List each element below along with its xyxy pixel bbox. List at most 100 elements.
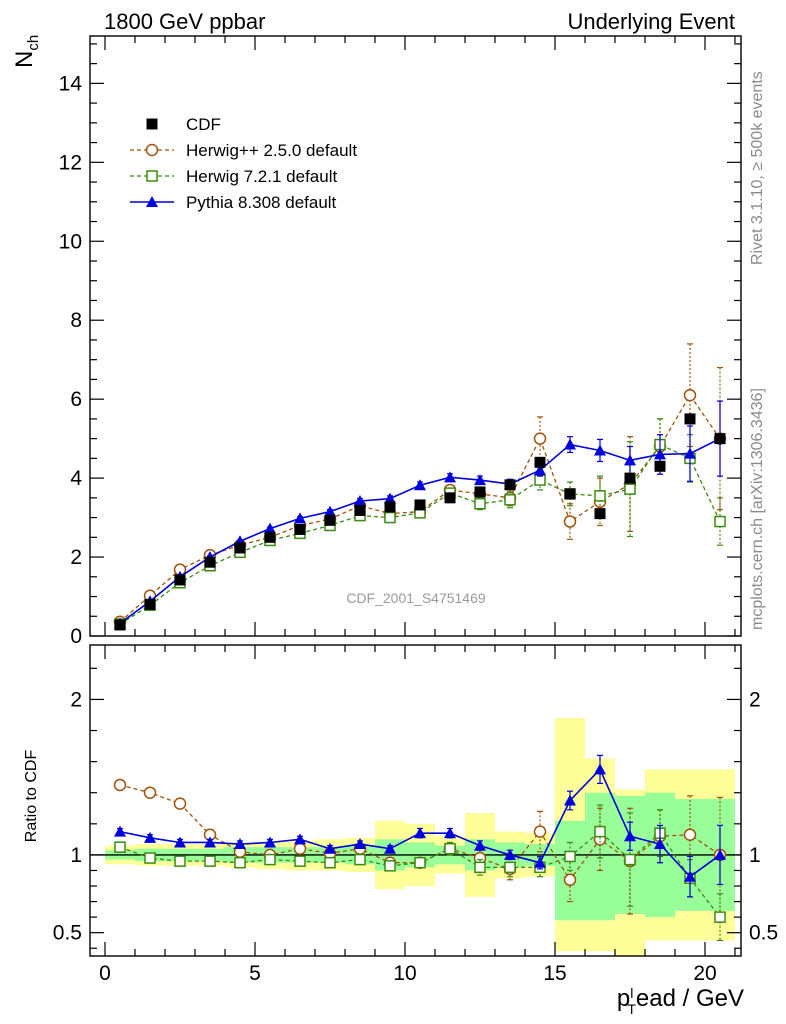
- data-point-pythia: [414, 479, 426, 491]
- data-point-herwig7: [474, 861, 486, 874]
- data-point-cdf: [534, 456, 546, 468]
- x-tick-label: 0: [99, 962, 111, 985]
- data-point-herwig7: [146, 170, 158, 182]
- data-point-pythia: [624, 830, 636, 842]
- data-point-herwigpp: [563, 873, 577, 887]
- x-tick-label: 5: [249, 962, 261, 985]
- data-point-pythia: [474, 474, 486, 486]
- main-panel: [113, 343, 727, 631]
- data-point-pythia: [264, 522, 276, 534]
- data-point-pythia: [534, 464, 546, 476]
- x-tick-label: 10: [393, 962, 416, 985]
- main-y-tick-label: 4: [70, 467, 82, 490]
- data-point-herwigpp: [143, 786, 157, 799]
- data-point-pythia: [564, 438, 576, 450]
- data-point-herwig7: [264, 853, 276, 866]
- ratio-y-tick-label: 2: [70, 688, 82, 711]
- data-point-cdf: [414, 499, 426, 511]
- ratio-y-tick-label: 1: [749, 844, 761, 867]
- x-tick-label: 15: [543, 962, 566, 985]
- analysis-watermark: CDF_2001_S4751469: [346, 590, 486, 606]
- ratio-frame: [89, 644, 742, 957]
- data-point-herwig7: [714, 911, 726, 923]
- main-ylabel: Nch: [11, 35, 42, 68]
- data-point-cdf: [324, 514, 336, 526]
- main-y-tick-label: 14: [59, 72, 83, 95]
- data-point-cdf: [174, 574, 186, 586]
- data-point-herwigpp: [533, 825, 547, 838]
- data-point-herwig7: [294, 855, 306, 867]
- legend: CDF Herwig++ 2.5.0 default Herwig 7.2.1 de…: [130, 115, 357, 212]
- ratio-y-tick-label: 0.5: [53, 922, 82, 945]
- ratio-y-tick-label: 0.5: [749, 922, 778, 945]
- data-point-pythia: [654, 838, 666, 850]
- data-point-pythia: [114, 825, 126, 837]
- data-point-cdf: [444, 492, 456, 504]
- data-point-pythia: [594, 444, 606, 456]
- data-point-herwig7: [114, 841, 126, 853]
- data-point-herwigpp: [293, 842, 307, 855]
- data-point-pythia: [144, 831, 156, 843]
- main-y-tick-label: 0: [70, 625, 82, 648]
- data-point-herwig7: [624, 853, 636, 866]
- data-point-cdf: [504, 479, 516, 491]
- data-point-pythia: [384, 842, 396, 854]
- data-point-herwig7: [624, 483, 636, 495]
- data-point-cdf: [294, 523, 306, 535]
- data-point-pythia: [354, 495, 366, 506]
- main-y-tick-label: 2: [70, 546, 82, 569]
- data-point-herwig7: [504, 861, 516, 874]
- legend-label-herwigpp: Herwig++ 2.5.0 default: [186, 141, 357, 160]
- data-point-pythia: [684, 870, 696, 882]
- data-point-pythia: [384, 492, 396, 504]
- data-point-herwig7: [384, 860, 396, 872]
- data-point-cdf: [264, 531, 276, 543]
- ratio-panel: [90, 754, 741, 942]
- main-frame: [89, 35, 742, 637]
- legend-label-pythia: Pythia 8.308 default: [186, 193, 337, 212]
- side-label-rivet: Rivet 3.1.10, ≥ 500k events: [749, 71, 766, 265]
- data-point-cdf: [114, 619, 126, 631]
- data-point-pythia: [324, 505, 336, 517]
- data-point-herwig7: [414, 856, 426, 869]
- data-point-pythia: [654, 448, 666, 460]
- data-point-herwigpp: [145, 143, 159, 157]
- data-point-pythia: [294, 833, 306, 845]
- data-point-cdf: [146, 118, 158, 130]
- data-point-herwig7: [234, 856, 246, 869]
- data-point-herwig7: [354, 853, 366, 866]
- data-point-herwig7: [504, 494, 516, 506]
- x-axis-label: pl Tead / GeV: [617, 985, 744, 1017]
- main-y-tick-label: 6: [70, 388, 82, 411]
- data-point-herwig7: [384, 511, 396, 524]
- data-point-cdf: [714, 433, 726, 445]
- data-point-herwig7: [714, 515, 726, 528]
- ratio-y-tick-label: 1: [70, 844, 82, 867]
- data-point-pythia: [324, 842, 336, 854]
- data-point-cdf: [384, 501, 396, 513]
- legend-label-cdf: CDF: [186, 115, 221, 134]
- data-point-pythia: [414, 827, 426, 839]
- data-point-pythia: [146, 196, 158, 207]
- data-point-herwig7: [204, 855, 216, 867]
- header-right: Underlying Event: [567, 9, 735, 34]
- data-point-pythia: [504, 848, 516, 860]
- data-point-cdf: [564, 488, 576, 500]
- data-point-herwig7: [444, 842, 456, 855]
- data-point-herwig7: [174, 855, 186, 867]
- data-point-cdf: [594, 508, 606, 520]
- header-left: 1800 GeV ppbar: [104, 9, 265, 34]
- ratio-ylabel: Ratio to CDF: [23, 750, 40, 843]
- data-point-herwig7: [474, 498, 486, 510]
- data-point-cdf: [474, 486, 486, 498]
- side-label-mcplots: mcplots.cern.ch [arXiv:1306.3436]: [749, 388, 766, 630]
- x-tick-label: 20: [693, 962, 716, 985]
- data-point-herwig7: [144, 852, 156, 864]
- data-point-pythia: [684, 447, 696, 459]
- data-point-pythia: [444, 827, 456, 839]
- data-point-pythia: [474, 839, 486, 851]
- data-point-herwigpp: [683, 388, 697, 402]
- data-point-pythia: [444, 471, 456, 483]
